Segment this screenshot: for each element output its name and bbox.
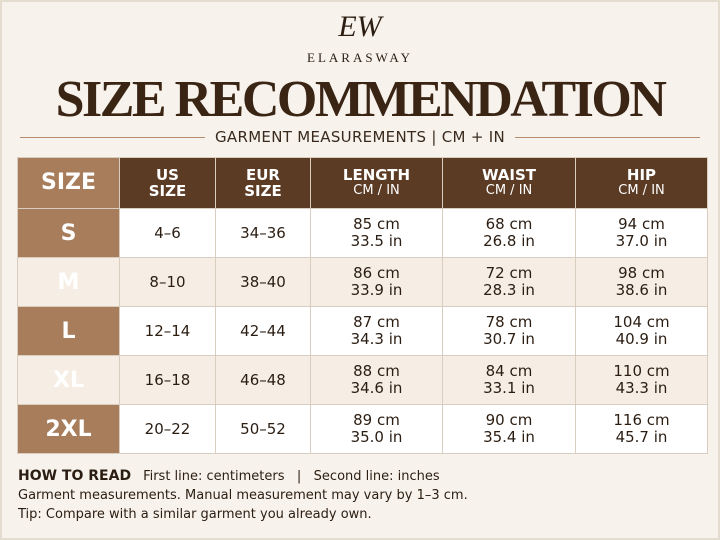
size-cell: XL [17, 355, 120, 405]
cm-value: 98 cm [618, 264, 665, 282]
in-value: 33.5 in [350, 232, 403, 250]
cm-value: 85 cm [353, 215, 400, 233]
column-label: HIP [626, 166, 657, 184]
size-cell: L [17, 306, 120, 356]
in-value: 28.3 in [483, 281, 535, 299]
logo: EW [338, 10, 382, 43]
column-header: HIP CM / IN [575, 157, 708, 209]
eur-cell: 42–44 [215, 306, 311, 356]
waist-cell: 90 cm 35.4 in [442, 404, 576, 454]
column-unit: CM / IN [618, 183, 665, 198]
cm-value: 110 cm [613, 362, 670, 380]
in-value: 38.6 in [615, 281, 668, 299]
in-value: 30.7 in [483, 330, 535, 348]
notes-lines: Garment measurements. Manual measurement… [18, 486, 468, 524]
in-value: 40.9 in [615, 330, 668, 348]
column-label: US SIZE [148, 166, 187, 200]
table-row: XL 16–18 46–48 88 cm 34.6 in 84 cm 33.1 in 110 … [17, 355, 708, 405]
cm-value: 104 cm [613, 313, 670, 331]
cm-value: 87 cm [353, 313, 400, 331]
us-cell: 8–10 [119, 257, 216, 307]
length-cell: 89 cm 35.0 in [310, 404, 443, 454]
hip-cell: 116 cm 45.7 in [575, 404, 708, 454]
hip-cell: 110 cm 43.3 in [575, 355, 708, 405]
subtitle-row: GARMENT MEASUREMENTS | CM + IN [20, 126, 701, 148]
in-value: 26.8 in [483, 232, 535, 250]
table-row: L 12–14 42–44 87 cm 34.3 in 78 cm 30.7 in 104 c… [17, 306, 708, 356]
table-row: 2XL 20–22 50–52 89 cm 35.0 in 90 cm 35.4 in 116… [17, 404, 708, 454]
column-label: WAIST [481, 166, 537, 184]
in-value: 43.3 in [615, 379, 668, 397]
cm-value: 90 cm [485, 411, 533, 429]
waist-cell: 84 cm 33.1 in [442, 355, 576, 405]
us-cell: 4–6 [119, 208, 216, 258]
in-value: 45.7 in [615, 428, 668, 446]
cm-value: 116 cm [613, 411, 670, 429]
column-unit: CM / IN [485, 183, 533, 198]
in-value: 35.4 in [483, 428, 535, 446]
notes-heading-line: HOW TO READ First line: centimeters | Sec… [18, 467, 468, 486]
cm-value: 84 cm [485, 362, 533, 380]
length-cell: 87 cm 34.3 in [310, 306, 443, 356]
size-cell: S [17, 208, 120, 258]
size-table: SIZE US SIZE EUR SIZE LENGTH CM / IN WAIST CM … [17, 157, 708, 454]
column-header: SIZE [17, 157, 120, 209]
cm-value: 72 cm [485, 264, 533, 282]
hip-cell: 98 cm 38.6 in [575, 257, 708, 307]
in-value: 37.0 in [615, 232, 668, 250]
waist-cell: 72 cm 28.3 in [442, 257, 576, 307]
note-line: Tip: Compare with a similar garment you … [18, 507, 372, 522]
in-value: 34.6 in [350, 379, 403, 397]
size-cell: M [17, 257, 120, 307]
notes: HOW TO READ First line: centimeters | Sec… [18, 467, 468, 524]
brand: ELARASWAY [307, 50, 413, 65]
column-unit: CM / IN [353, 183, 400, 198]
us-cell: 12–14 [119, 306, 216, 356]
in-value: 34.3 in [350, 330, 403, 348]
title: SIZE RECOMMENDATION [55, 71, 667, 128]
table-row: S 4–6 34–36 85 cm 33.5 in 68 cm 26.8 in 94 cm 37… [17, 208, 708, 258]
cm-value: 94 cm [618, 215, 665, 233]
cm-value: 89 cm [353, 411, 400, 429]
cm-value: 86 cm [353, 264, 400, 282]
size-cell: 2XL [17, 404, 120, 454]
notes-heading: HOW TO READ [18, 468, 132, 484]
us-cell: 20–22 [119, 404, 216, 454]
length-cell: 88 cm 34.6 in [310, 355, 443, 405]
column-header: LENGTH CM / IN [310, 157, 443, 209]
in-value: 33.1 in [483, 379, 535, 397]
eur-cell: 38–40 [215, 257, 311, 307]
notes-legend: First line: centimeters | Second line: i… [143, 469, 440, 484]
table-row: M 8–10 38–40 86 cm 33.9 in 72 cm 28.3 in 98 cm 3… [17, 257, 708, 307]
header-row: SIZE US SIZE EUR SIZE LENGTH CM / IN WAIST CM … [17, 157, 708, 209]
hip-cell: 104 cm 40.9 in [575, 306, 708, 356]
waist-cell: 78 cm 30.7 in [442, 306, 576, 356]
column-header: WAIST CM / IN [442, 157, 576, 209]
cm-value: 78 cm [485, 313, 533, 331]
in-value: 35.0 in [350, 428, 403, 446]
column-label: SIZE [40, 170, 96, 195]
column-header: US SIZE [119, 157, 216, 209]
divider [20, 136, 205, 138]
eur-cell: 46–48 [215, 355, 311, 405]
cm-value: 68 cm [485, 215, 533, 233]
column-label: LENGTH [342, 166, 411, 184]
us-cell: 16–18 [119, 355, 216, 405]
cm-value: 88 cm [353, 362, 400, 380]
subtitle: GARMENT MEASUREMENTS | CM + IN [214, 128, 506, 146]
note-line: Garment measurements. Manual measurement… [18, 488, 468, 503]
column-label: EUR SIZE [244, 166, 282, 200]
column-header: EUR SIZE [215, 157, 311, 209]
length-cell: 86 cm 33.9 in [310, 257, 443, 307]
in-value: 33.9 in [350, 281, 403, 299]
divider [515, 136, 701, 138]
waist-cell: 68 cm 26.8 in [442, 208, 576, 258]
eur-cell: 50–52 [215, 404, 311, 454]
hip-cell: 94 cm 37.0 in [575, 208, 708, 258]
length-cell: 85 cm 33.5 in [310, 208, 443, 258]
eur-cell: 34–36 [215, 208, 311, 258]
